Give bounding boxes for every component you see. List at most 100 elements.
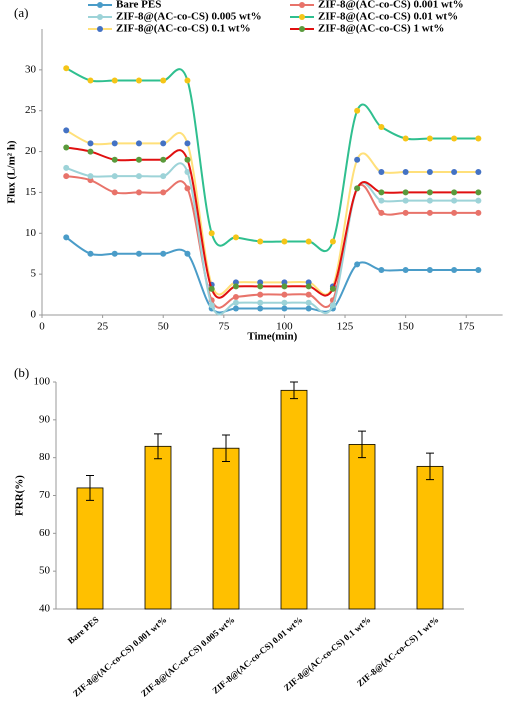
error-bar — [358, 430, 366, 459]
legend-label: ZIF-8@(AC-co-CS) 1 wt% — [318, 23, 444, 35]
data-point — [402, 169, 409, 175]
y-tick-label: 60 — [39, 527, 51, 539]
data-point — [475, 189, 482, 196]
data-point — [475, 267, 482, 274]
x-axis-title: Time(min) — [247, 331, 297, 343]
data-point — [111, 77, 118, 84]
data-point — [111, 189, 118, 196]
data-point — [378, 267, 385, 274]
data-point — [135, 250, 142, 257]
data-point — [426, 189, 433, 196]
legend-marker — [97, 14, 103, 20]
legend-marker — [299, 2, 305, 8]
series-line — [65, 236, 479, 314]
data-point — [378, 189, 385, 196]
data-point — [160, 140, 167, 147]
data-point — [451, 189, 458, 196]
y-tick-label: 90 — [39, 413, 51, 425]
data-point — [305, 305, 312, 312]
data-point — [208, 302, 215, 309]
data-point — [184, 250, 191, 257]
data-point — [160, 189, 167, 196]
data-point — [63, 173, 70, 180]
legend-marker — [97, 26, 103, 32]
data-point — [87, 148, 94, 155]
error-bar — [426, 452, 434, 481]
data-point — [451, 197, 458, 204]
x-tick-label: 150 — [397, 321, 414, 333]
data-point — [426, 169, 433, 175]
data-point — [135, 77, 142, 84]
y-tick-label: 15 — [25, 186, 37, 198]
data-point — [160, 173, 167, 180]
data-point — [63, 164, 70, 171]
legend-label: ZIF-8@(AC-co-CS) 0.1 wt% — [116, 23, 251, 35]
y-tick-label: 25 — [25, 104, 37, 116]
data-point — [305, 299, 312, 306]
series-line — [65, 162, 479, 316]
data-point — [426, 135, 433, 142]
y-tick-label: 40 — [39, 603, 51, 615]
data-point — [184, 169, 191, 175]
data-point — [378, 197, 385, 204]
data-point — [111, 250, 118, 257]
data-point — [354, 185, 361, 192]
data-point — [63, 234, 70, 241]
data-point — [257, 283, 264, 290]
data-point — [135, 140, 142, 147]
data-point — [135, 189, 142, 196]
data-point — [257, 291, 264, 298]
data-point — [87, 140, 94, 147]
error-bar — [86, 474, 94, 501]
data-point — [111, 140, 118, 147]
data-point — [257, 299, 264, 306]
data-point — [426, 197, 433, 204]
legend-label: ZIF-8@(AC-co-CS) 0.01 wt% — [318, 11, 458, 23]
bar — [348, 444, 376, 610]
data-point — [475, 135, 482, 142]
legend-label: Bare PES — [116, 0, 161, 11]
panel-label: (b) — [14, 365, 29, 380]
data-point — [402, 197, 409, 204]
data-point — [184, 156, 191, 163]
y-axis-title: Flux (L/m² h) — [6, 140, 18, 204]
x-tick-label: 50 — [158, 321, 170, 333]
panel-label: (a) — [14, 5, 28, 20]
series-line — [66, 146, 479, 299]
x-tick-label: 175 — [458, 321, 475, 333]
error-bar — [222, 434, 230, 462]
data-point — [87, 173, 94, 180]
data-point — [281, 291, 288, 298]
bar — [212, 447, 240, 610]
legend-label: ZIF-8@(AC-co-CS) 0.005 wt% — [116, 11, 262, 23]
data-point — [87, 250, 94, 257]
data-point — [475, 209, 482, 216]
data-point — [451, 209, 458, 216]
x-tick-label: 0 — [39, 321, 45, 333]
data-point — [354, 261, 361, 268]
data-point — [257, 305, 264, 312]
y-axis-title: FRR(%) — [14, 475, 26, 516]
data-point — [232, 294, 239, 301]
data-point — [208, 285, 215, 292]
y-tick-label: 10 — [25, 227, 37, 239]
legend-marker — [299, 26, 305, 32]
data-point — [87, 77, 94, 84]
legend-label: ZIF-8@(AC-co-CS) 0.001 wt% — [318, 0, 464, 11]
data-point — [378, 209, 385, 216]
data-point — [257, 238, 264, 245]
data-point — [208, 230, 215, 237]
y-tick-label: 50 — [39, 565, 51, 577]
data-point — [160, 77, 167, 84]
data-point — [160, 156, 167, 163]
y-tick-label: 20 — [25, 145, 37, 157]
data-point — [135, 156, 142, 163]
data-point — [475, 169, 482, 175]
data-point — [184, 140, 191, 147]
data-point — [426, 267, 433, 274]
data-point — [232, 299, 239, 306]
x-tick-label: 125 — [337, 321, 354, 333]
data-point — [281, 305, 288, 312]
